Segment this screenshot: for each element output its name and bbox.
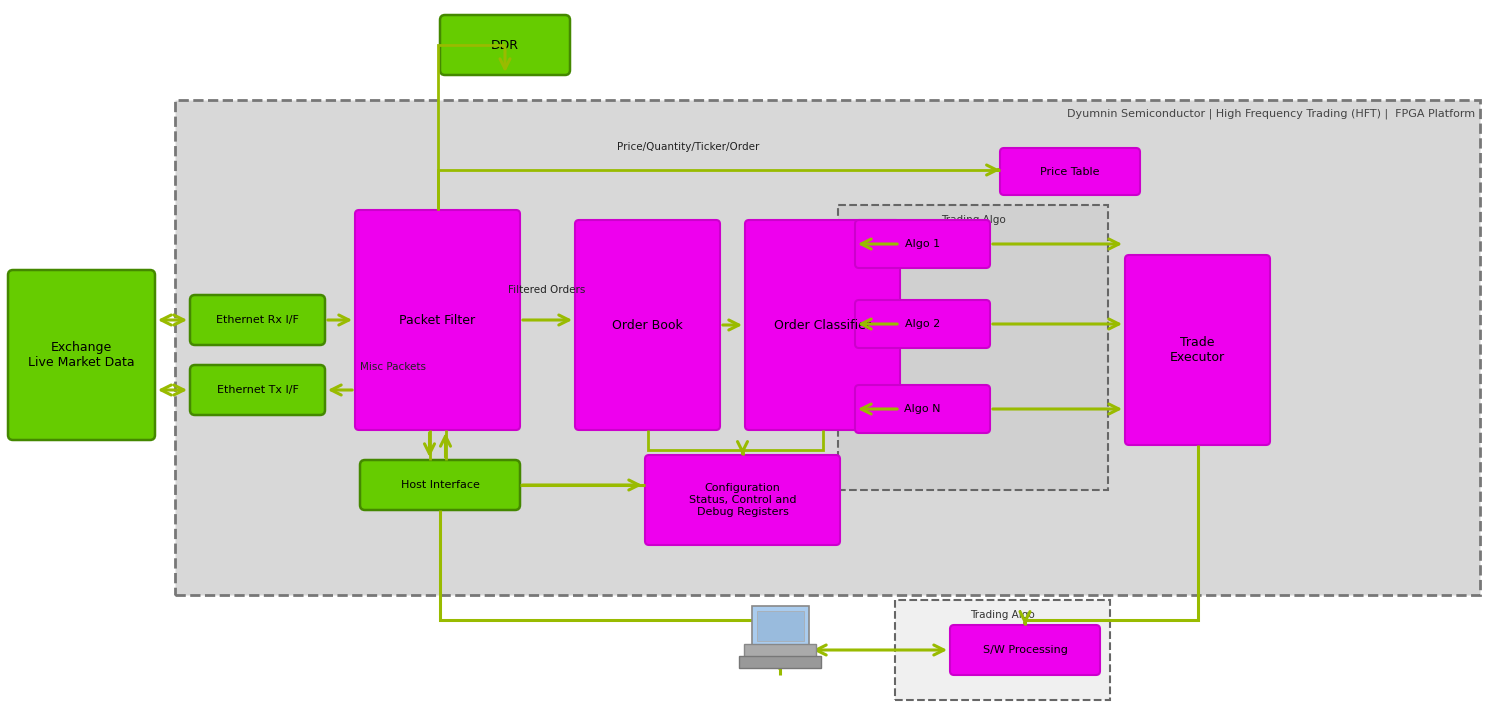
Text: Trade
Executor: Trade Executor [1171,336,1225,364]
Text: Ethernet Rx I/F: Ethernet Rx I/F [216,315,299,325]
Text: DDR: DDR [491,39,519,52]
FancyBboxPatch shape [744,644,816,658]
FancyBboxPatch shape [855,220,990,268]
FancyBboxPatch shape [355,210,519,430]
FancyBboxPatch shape [440,15,570,75]
FancyBboxPatch shape [575,220,720,430]
Bar [838,205,1108,490]
FancyBboxPatch shape [7,270,156,440]
Text: Order Classifier: Order Classifier [774,319,871,332]
Text: Dyumnin Semiconductor | High Frequency Trading (HFT) |  FPGA Platform: Dyumnin Semiconductor | High Frequency T… [1067,108,1475,119]
Bar [175,100,1481,595]
FancyBboxPatch shape [1126,255,1269,445]
Text: Filtered Orders: Filtered Orders [509,285,585,295]
Text: Algo N: Algo N [904,404,940,414]
Text: Packet Filter: Packet Filter [400,314,476,326]
FancyBboxPatch shape [746,220,900,430]
Text: Configuration
Status, Control and
Debug Registers: Configuration Status, Control and Debug … [689,483,796,517]
FancyBboxPatch shape [855,385,990,433]
FancyBboxPatch shape [740,656,820,668]
Text: Trading Algo: Trading Algo [970,610,1034,620]
Text: Price/Quantity/Ticker/Order: Price/Quantity/Ticker/Order [617,142,759,152]
FancyBboxPatch shape [751,606,808,646]
FancyBboxPatch shape [645,455,840,545]
FancyBboxPatch shape [951,625,1100,675]
FancyBboxPatch shape [855,300,990,348]
Text: Algo 2: Algo 2 [904,319,940,329]
Text: Price Table: Price Table [1040,167,1100,177]
FancyBboxPatch shape [190,365,325,415]
FancyBboxPatch shape [1000,148,1141,195]
Text: Order Book: Order Book [612,319,683,332]
Text: Algo 1: Algo 1 [906,239,940,249]
Text: Misc Packets: Misc Packets [359,362,427,372]
Text: Trading Algo: Trading Algo [940,215,1006,225]
Text: Ethernet Tx I/F: Ethernet Tx I/F [217,385,298,395]
FancyBboxPatch shape [757,611,804,641]
FancyBboxPatch shape [359,460,519,510]
Text: Exchange
Live Market Data: Exchange Live Market Data [28,341,135,369]
Text: Host Interface: Host Interface [401,480,479,490]
FancyBboxPatch shape [190,295,325,345]
Bar [895,600,1109,700]
Text: S/W Processing: S/W Processing [982,645,1067,655]
